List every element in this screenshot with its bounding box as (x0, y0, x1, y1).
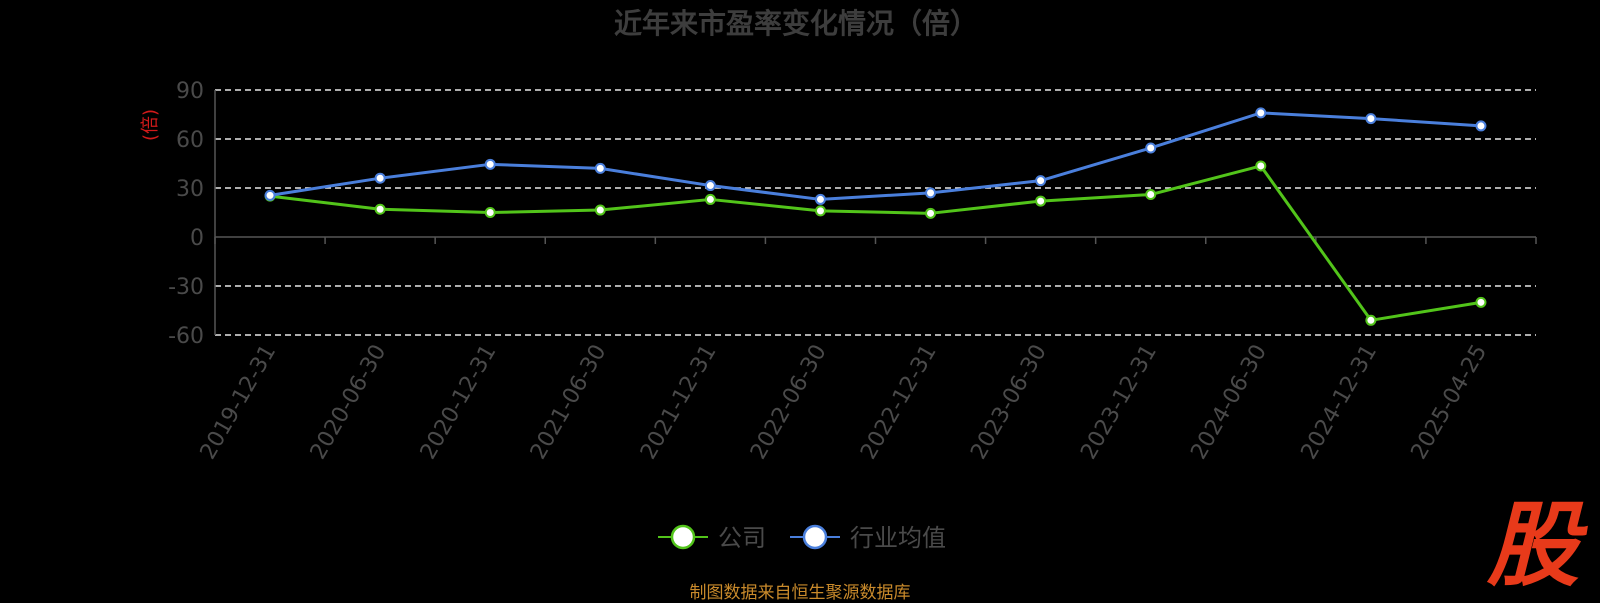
series-1-point (1035, 195, 1047, 207)
series-2-point (704, 180, 716, 192)
x-tick-label: 2022-06-30 (746, 341, 832, 464)
series-1-point (1365, 314, 1377, 326)
x-axis-ticks: 2019-12-31 2020-06-30 2020-12-31 2021-06-30… (196, 341, 1492, 464)
series-1-point (814, 205, 826, 217)
series-2-point (594, 162, 606, 174)
x-tick-label: 2022-12-31 (856, 341, 942, 464)
brand-logo: 股 (1486, 492, 1579, 599)
x-tick-label: 2023-06-30 (966, 341, 1052, 464)
axes (214, 90, 1537, 335)
series-2-point (925, 187, 937, 199)
legend-label: 公司 (718, 524, 766, 552)
x-tick-label: 2024-06-30 (1186, 341, 1272, 464)
series-2-point (264, 189, 276, 201)
y-tick-label: -30 (168, 275, 204, 300)
series-1-point (594, 204, 606, 216)
series-2-point (374, 172, 386, 184)
x-tick-label: 2025-04-25 (1407, 341, 1493, 464)
series-1-point (1255, 160, 1267, 172)
series-2-point (1365, 113, 1377, 125)
series-1-point (484, 207, 496, 218)
legend[interactable]: 公司 行业均值 (658, 524, 946, 552)
legend-label: 行业均值 (850, 524, 946, 552)
series-2-point (1475, 120, 1487, 132)
series-1-point (374, 203, 386, 215)
x-tick-label: 2021-06-30 (526, 341, 612, 464)
y-tick-label: 30 (176, 177, 204, 202)
legend-marker (802, 524, 828, 550)
series-line-1 (269, 164, 1482, 322)
grid (215, 89, 1536, 336)
data-source-note: 制图数据来自恒生聚源数据库 (689, 583, 911, 603)
x-tick-label: 2023-12-31 (1076, 341, 1162, 464)
x-tick-label: 2020-06-30 (306, 341, 392, 464)
series-1-point (1475, 296, 1487, 308)
x-tick-label: 2021-12-31 (636, 341, 722, 464)
series-2-point (484, 158, 496, 170)
y-axis-ticks: 90 60 30 0 -30 -60 (168, 79, 204, 349)
y-tick-label: 0 (190, 226, 204, 251)
y-tick-label: 90 (176, 79, 204, 104)
series-2-point (1035, 175, 1047, 187)
x-tick-label: 2019-12-31 (196, 341, 282, 464)
y-tick-label: -60 (168, 324, 204, 349)
y-axis-unit-label: (倍) (140, 109, 161, 141)
x-tick-label: 2024-12-31 (1296, 341, 1382, 464)
chart-title: 近年来市盈率变化情况（倍） (614, 7, 978, 40)
series-1-point (1145, 189, 1157, 201)
series-1-point (704, 193, 716, 205)
series-1-point (925, 207, 937, 219)
series-2-point (814, 193, 826, 205)
legend-marker (670, 524, 696, 550)
series-layer (264, 107, 1487, 326)
series-line-2 (269, 111, 1482, 201)
series-2-point (1255, 107, 1267, 119)
y-tick-label: 60 (176, 128, 204, 153)
series-2-point (1145, 142, 1157, 154)
x-tick-label: 2020-12-31 (416, 341, 502, 464)
